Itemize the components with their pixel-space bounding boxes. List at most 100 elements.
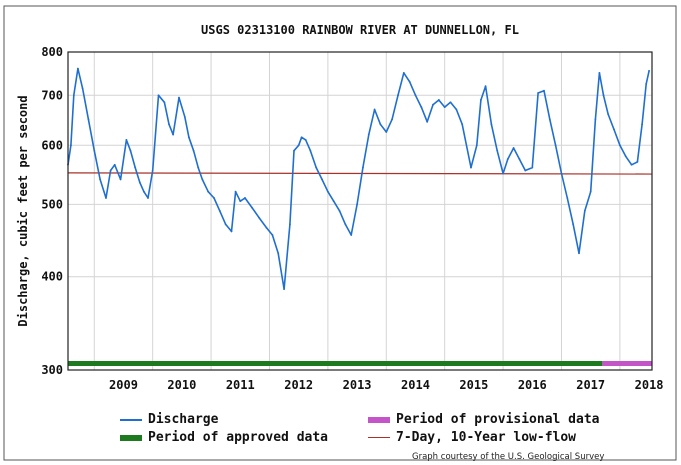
discharge-point [636, 161, 639, 163]
x-tick-label-2013: 2013 [343, 378, 372, 392]
x-tick-label-2012: 2012 [284, 378, 313, 392]
discharge-point [99, 178, 102, 181]
discharge-point [300, 136, 303, 139]
discharge-point [224, 223, 227, 226]
x-tick-label-2011: 2011 [226, 378, 255, 392]
discharge-point [157, 94, 160, 97]
discharge-point [315, 166, 318, 169]
discharge-point [479, 99, 482, 101]
discharge-point [239, 200, 242, 203]
discharge-point [192, 149, 195, 152]
discharge-point [566, 197, 569, 199]
discharge-point [512, 147, 515, 149]
discharge-point [147, 197, 149, 199]
outer-frame [3, 5, 677, 461]
discharge-point [81, 87, 84, 90]
discharge-point [432, 103, 434, 106]
discharge-point [367, 133, 370, 136]
discharge-point [213, 197, 215, 199]
x-tick-label-2018: 2018 [635, 378, 664, 392]
discharge-point [178, 96, 180, 99]
discharge-point [437, 99, 440, 101]
discharge-point [230, 230, 233, 233]
discharge-point [105, 197, 107, 199]
discharge-point [543, 89, 545, 92]
discharge-point [168, 123, 170, 126]
discharge-point [326, 190, 329, 193]
discharge-point [548, 118, 551, 121]
discharge-point [461, 123, 464, 126]
discharge-point [143, 190, 145, 193]
x-tick-label-2015: 2015 [459, 378, 488, 392]
discharge-point [484, 85, 487, 88]
discharge-point [624, 155, 627, 158]
discharge-point [265, 227, 268, 229]
discharge-point [297, 144, 300, 147]
discharge-point [244, 197, 246, 199]
discharge-point [350, 234, 353, 236]
discharge-point [234, 190, 237, 193]
discharge-point [518, 158, 521, 160]
discharge-point [408, 80, 411, 83]
discharge-point [641, 123, 643, 126]
discharge-point [502, 172, 504, 175]
discharge-point [309, 149, 312, 152]
discharge-point [572, 223, 575, 226]
discharge-point [524, 169, 527, 172]
discharge-point [113, 163, 116, 166]
discharge-point [391, 118, 394, 121]
y-tick-label-400: 400 [41, 270, 63, 284]
discharge-point [277, 252, 280, 255]
y-tick-label-800: 800 [41, 45, 63, 59]
discharge-point [163, 101, 166, 104]
y-tick-label-500: 500 [41, 197, 63, 211]
plot-border [67, 51, 653, 371]
discharge-point [607, 113, 610, 116]
approved-data-band [68, 361, 603, 366]
discharge-point [207, 190, 210, 193]
discharge-point [125, 139, 128, 141]
discharge-point [506, 158, 509, 160]
discharge-point [537, 92, 540, 94]
x-tick-label-2014: 2014 [401, 378, 430, 392]
discharge-point [129, 149, 132, 152]
discharge-point [187, 136, 190, 139]
discharge-point [589, 190, 592, 193]
graph-credit: Graph courtesy of the U.S. Geological Su… [412, 452, 605, 462]
discharge-point [531, 166, 534, 169]
discharge-point [218, 210, 221, 212]
discharge-point [289, 223, 291, 226]
discharge-point [613, 128, 615, 131]
discharge-point [379, 123, 382, 126]
discharge-point [630, 163, 633, 166]
discharge-point [554, 144, 557, 147]
discharge-point [426, 120, 429, 123]
discharge-point [496, 149, 499, 152]
discharge-point [72, 94, 75, 97]
chart-title: USGS 02313100 RAINBOW RIVER AT DUNNELLON… [201, 23, 519, 37]
series-lowflow-line [67, 172, 653, 175]
discharge-point [397, 94, 399, 97]
discharge-point [93, 149, 96, 152]
discharge-point [618, 144, 621, 147]
discharge-point [151, 169, 154, 172]
discharge-point [373, 108, 376, 111]
discharge-point [645, 83, 648, 85]
y-axis-label: Discharge, cubic feet per second [16, 95, 30, 326]
discharge-point [475, 144, 478, 147]
discharge-point [119, 178, 122, 181]
discharge-point [490, 123, 493, 126]
x-tick-label-2016: 2016 [518, 378, 547, 392]
discharge-point [594, 118, 597, 121]
y-tick-label-700: 700 [41, 88, 63, 102]
discharge-point [197, 166, 200, 169]
discharge-point [258, 216, 260, 219]
x-tick-label-2010: 2010 [167, 378, 196, 392]
discharge-point [201, 178, 204, 181]
discharge-point [362, 166, 364, 169]
discharge-point [338, 210, 341, 212]
discharge-point [583, 210, 586, 212]
discharge-point [321, 178, 323, 181]
discharge-point [172, 133, 175, 136]
